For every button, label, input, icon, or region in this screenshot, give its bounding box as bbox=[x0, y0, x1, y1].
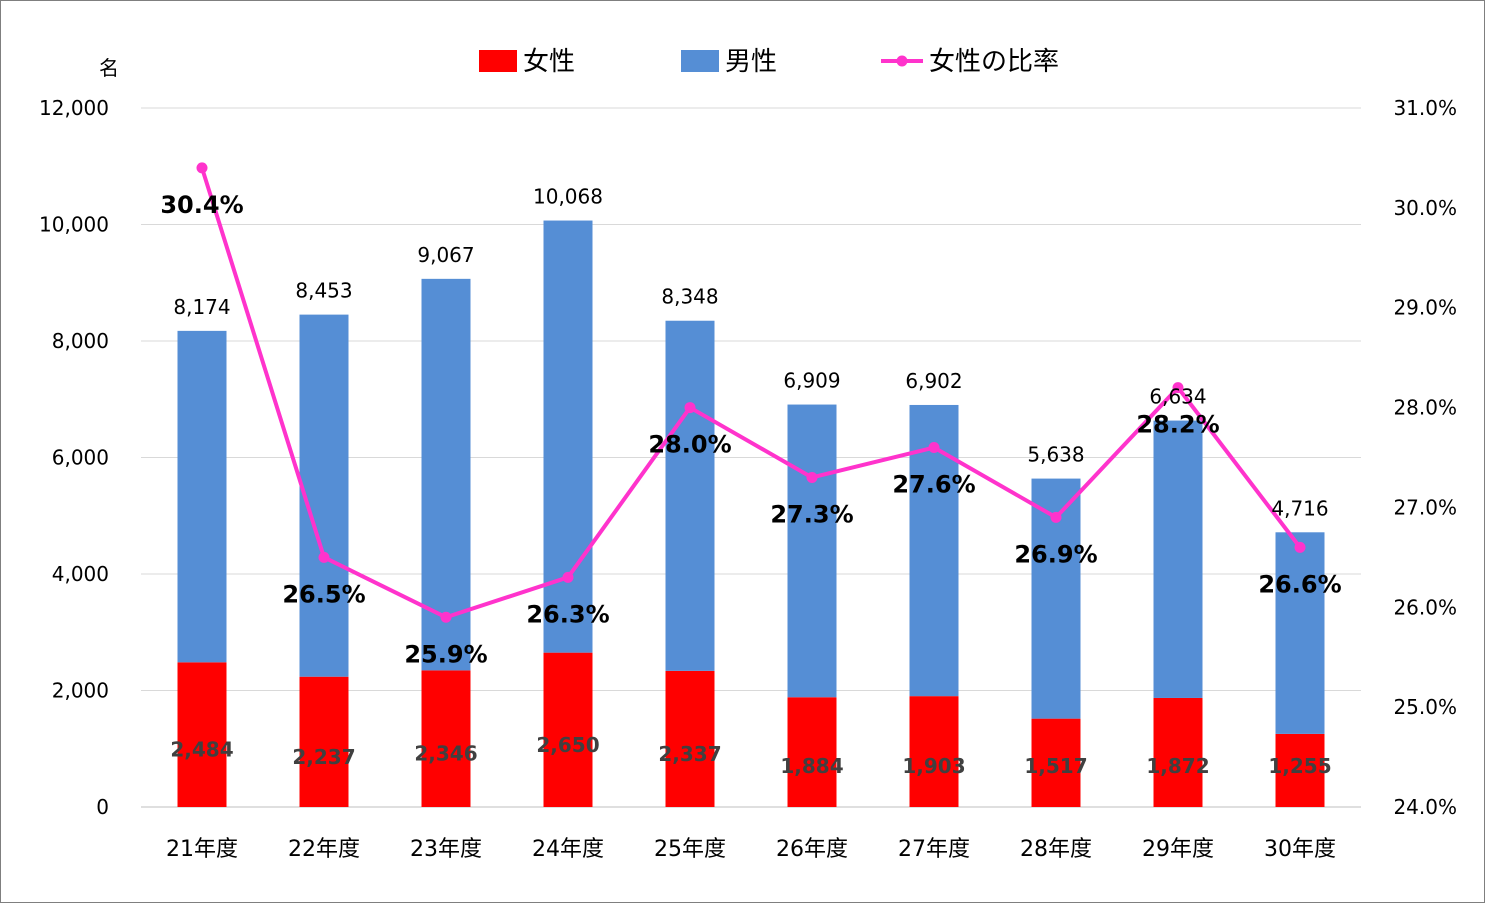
bar-male bbox=[665, 320, 715, 671]
bars bbox=[177, 220, 1325, 807]
female-data-label: 2,237 bbox=[292, 745, 355, 769]
y-left-tick-label: 4,000 bbox=[52, 562, 109, 586]
total-data-label: 5,638 bbox=[1027, 443, 1084, 467]
total-data-label: 10,068 bbox=[533, 185, 603, 209]
female-data-label: 1,884 bbox=[780, 754, 843, 778]
ratio-data-label: 26.5% bbox=[282, 580, 365, 608]
total-data-label: 6,909 bbox=[783, 369, 840, 393]
data-labels: 8,174 2,484 8,453 2,237 9,067 2,346 10,068 2,65… bbox=[160, 185, 1341, 778]
ratio-point bbox=[440, 611, 452, 623]
ratio-data-label: 25.9% bbox=[404, 640, 487, 668]
y-right-tick-label: 27.0% bbox=[1393, 495, 1457, 519]
bar-female bbox=[299, 676, 349, 807]
bar-female bbox=[1275, 733, 1325, 807]
female-data-label: 2,346 bbox=[414, 742, 477, 766]
y-right-tick-label: 26.0% bbox=[1393, 595, 1457, 619]
total-data-label: 8,453 bbox=[295, 279, 352, 303]
y-left-tick-label: 8,000 bbox=[52, 329, 109, 353]
ratio-data-label: 28.2% bbox=[1136, 411, 1219, 439]
total-data-label: 6,902 bbox=[905, 369, 962, 393]
legend-swatch bbox=[479, 50, 517, 72]
ratio-point bbox=[196, 162, 208, 174]
y-right-tick-label: 28.0% bbox=[1393, 396, 1457, 420]
x-tick-label: 27年度 bbox=[898, 837, 970, 862]
legend-swatch bbox=[681, 50, 719, 72]
ratio-point bbox=[1050, 511, 1062, 523]
female-data-label: 2,650 bbox=[536, 733, 599, 757]
ratio-point bbox=[806, 471, 818, 483]
y-left-tick-label: 0 bbox=[96, 795, 109, 819]
ratio-data-label: 26.6% bbox=[1258, 570, 1341, 598]
ratio-point bbox=[1294, 541, 1306, 553]
female-data-label: 1,517 bbox=[1024, 754, 1087, 778]
legend: 女性 男性 女性の比率 bbox=[479, 47, 1059, 77]
y-left-tick-label: 12,000 bbox=[39, 96, 109, 120]
ratio-line-path bbox=[200, 167, 1302, 620]
y-left-tick-label: 10,000 bbox=[39, 213, 109, 237]
ratio-point bbox=[928, 442, 940, 454]
y-right-tick-label: 24.0% bbox=[1393, 795, 1457, 819]
ratio-data-label: 30.4% bbox=[160, 191, 243, 219]
bar-female bbox=[787, 697, 837, 807]
y-right-tick-label: 30.0% bbox=[1393, 196, 1457, 220]
ratio-data-label: 28.0% bbox=[648, 431, 731, 459]
ratio-point bbox=[562, 571, 574, 583]
x-tick-label: 21年度 bbox=[166, 837, 238, 862]
bar-female bbox=[665, 670, 715, 807]
bar-female bbox=[543, 652, 593, 807]
bar-female bbox=[1153, 697, 1203, 807]
y-right-tick-label: 31.0% bbox=[1393, 96, 1457, 120]
bar-male bbox=[787, 404, 837, 698]
x-tick-label: 25年度 bbox=[654, 837, 726, 862]
ratio-data-label: 27.6% bbox=[892, 471, 975, 499]
female-data-label: 2,337 bbox=[658, 742, 721, 766]
bar-female bbox=[177, 662, 227, 807]
female-data-label: 1,872 bbox=[1146, 754, 1209, 778]
x-tick-label: 24年度 bbox=[532, 837, 604, 862]
female-data-label: 1,255 bbox=[1268, 754, 1331, 778]
x-tick-label: 29年度 bbox=[1142, 837, 1214, 862]
ratio-data-label: 26.3% bbox=[526, 600, 609, 628]
ratio-data-label: 27.3% bbox=[770, 500, 853, 528]
y-right-tick-label: 25.0% bbox=[1393, 695, 1457, 719]
ratio-point bbox=[1172, 382, 1184, 394]
bar-male bbox=[1153, 420, 1203, 698]
y-left-tick-label: 2,000 bbox=[52, 679, 109, 703]
x-tick-label: 30年度 bbox=[1264, 837, 1336, 862]
bar-male bbox=[421, 278, 471, 671]
legend-label: 男性 bbox=[725, 47, 777, 77]
legend-label: 女性 bbox=[523, 47, 575, 77]
total-data-label: 8,174 bbox=[173, 295, 230, 319]
legend-label: 女性の比率 bbox=[929, 47, 1059, 77]
x-tick-label: 22年度 bbox=[288, 837, 360, 862]
ratio-line bbox=[196, 162, 1306, 623]
bar-male bbox=[177, 330, 227, 663]
y-left-tick-label: 6,000 bbox=[52, 446, 109, 470]
total-data-label: 4,716 bbox=[1271, 496, 1328, 520]
bar-male bbox=[1275, 532, 1325, 734]
ratio-point bbox=[684, 402, 696, 414]
axes: 0 2,000 4,000 6,000 8,000 10,000 12,000 24.0% 25… bbox=[39, 56, 1457, 862]
total-data-label: 9,067 bbox=[417, 243, 474, 267]
total-data-label: 6,634 bbox=[1149, 385, 1206, 409]
ratio-point bbox=[318, 551, 330, 563]
female-data-label: 2,484 bbox=[170, 738, 233, 762]
bar-male bbox=[543, 220, 593, 653]
y-axis-unit: 名 bbox=[99, 56, 119, 80]
x-tick-label: 23年度 bbox=[410, 837, 482, 862]
legend-marker bbox=[896, 55, 908, 67]
bar-female bbox=[1031, 718, 1081, 807]
female-data-label: 1,903 bbox=[902, 754, 965, 778]
x-tick-label: 28年度 bbox=[1020, 837, 1092, 862]
total-data-label: 8,348 bbox=[661, 285, 718, 309]
ratio-data-label: 26.9% bbox=[1014, 540, 1097, 568]
bar-female bbox=[421, 670, 471, 807]
bar-male bbox=[299, 314, 349, 677]
bar-female bbox=[909, 696, 959, 807]
y-right-tick-label: 29.0% bbox=[1393, 296, 1457, 320]
x-tick-label: 26年度 bbox=[776, 837, 848, 862]
